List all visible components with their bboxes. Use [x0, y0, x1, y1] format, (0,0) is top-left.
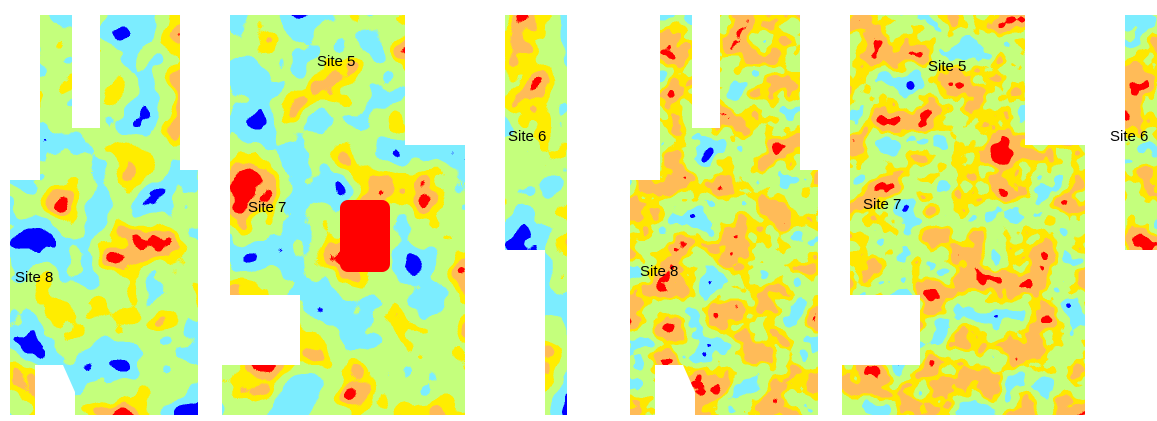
site-label: Site 6: [1110, 128, 1148, 145]
site-label: Site 5: [317, 53, 355, 70]
hot-spot: [340, 200, 390, 272]
site-label: Site 7: [863, 196, 901, 213]
site-label: Site 5: [928, 58, 966, 75]
page: Site 5 Site 6 Site 7 Site 8 Site 5 Site …: [0, 0, 1157, 421]
heat-map: Site 5 Site 6 Site 7 Site 8: [620, 0, 1157, 421]
map-view: Site 5 Site 6 Site 7 Site 8 Site 5 Site …: [0, 0, 1157, 421]
site-label: Site 7: [248, 199, 286, 216]
site-label: Site 6: [508, 128, 546, 145]
heat-surface: [0, 0, 580, 421]
site-label: Site 8: [640, 263, 678, 280]
site-label: Site 8: [15, 269, 53, 286]
heat-map: Site 5 Site 6 Site 7 Site 8: [0, 0, 580, 421]
